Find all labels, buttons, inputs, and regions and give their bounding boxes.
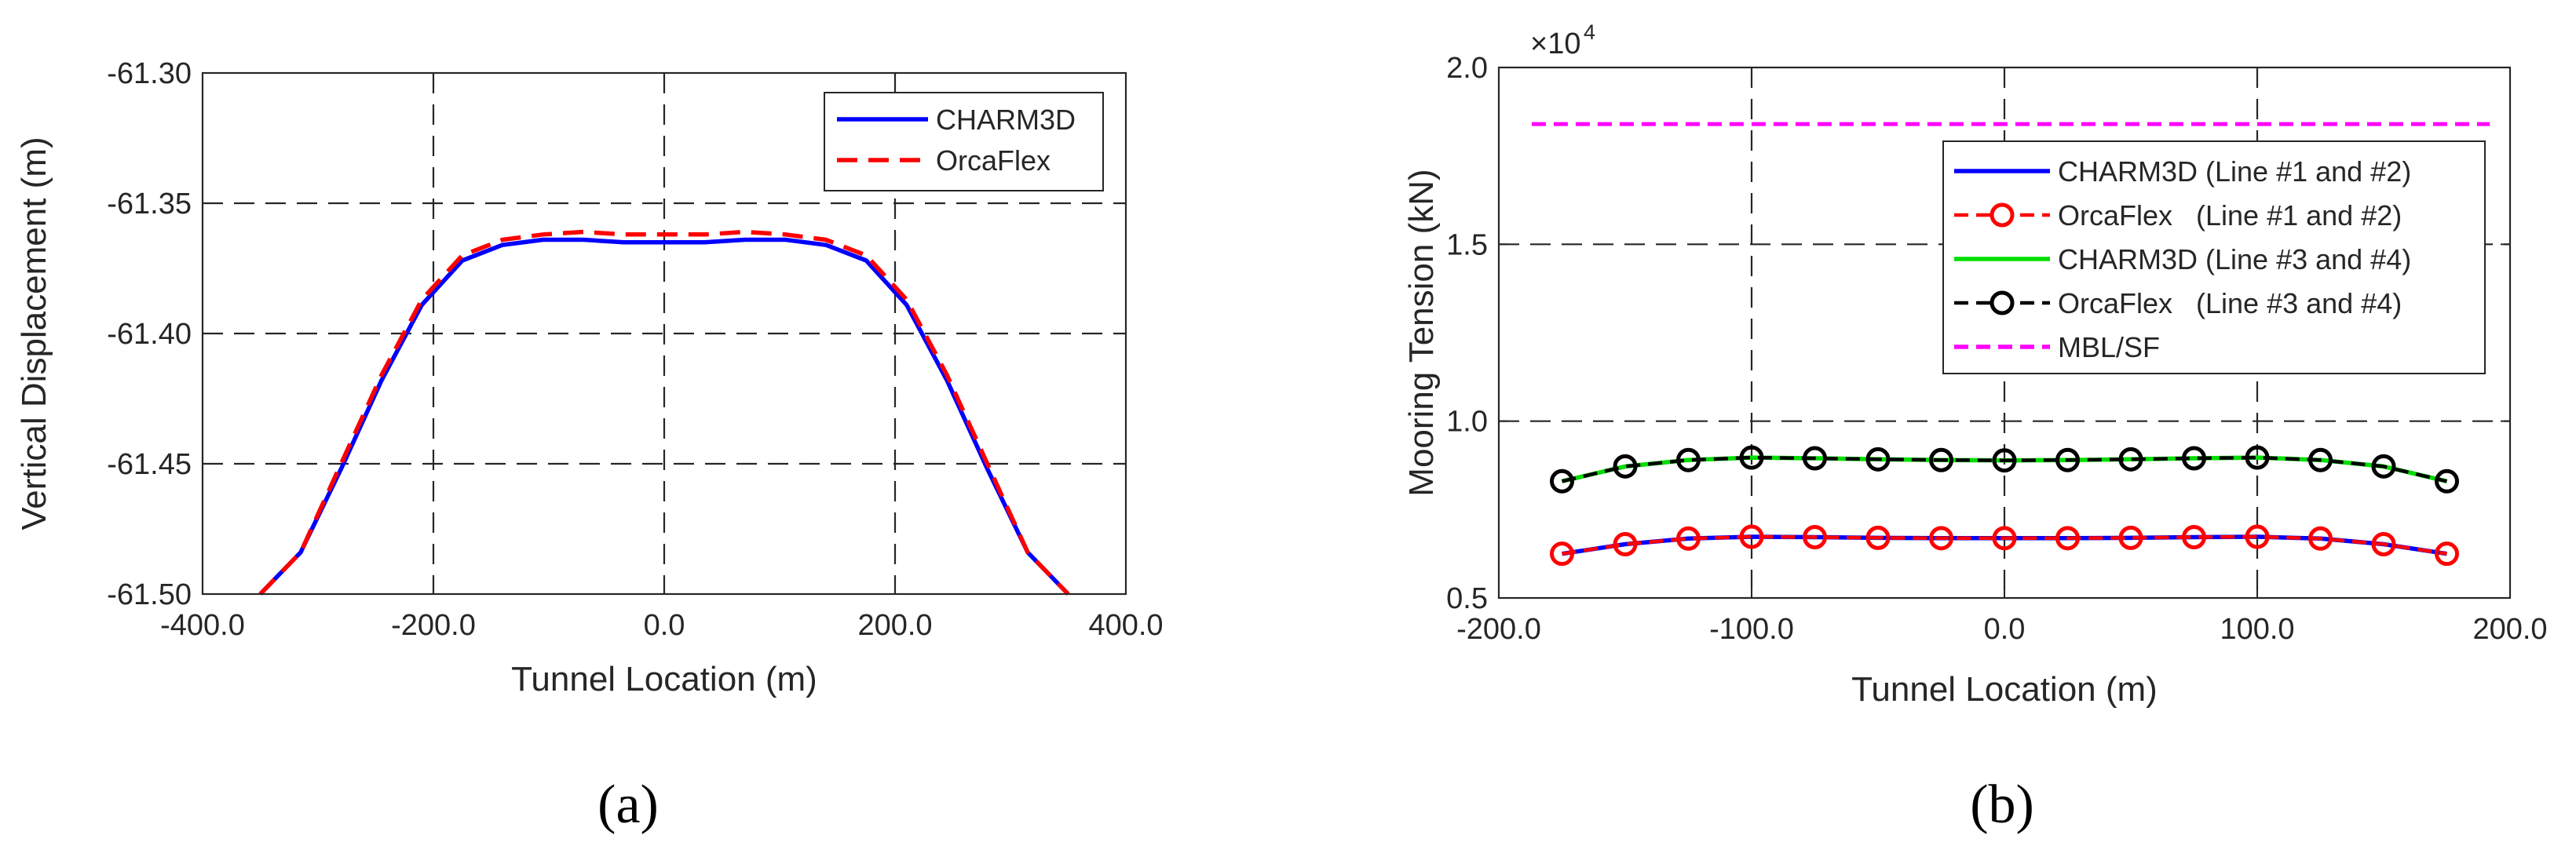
series-3-point: [1550, 468, 1574, 494]
series-1-point: [2182, 524, 2206, 549]
series-3-point: [2118, 447, 2143, 472]
legend-box: [824, 92, 1104, 191]
series-3-point: [2245, 445, 2270, 470]
series-3-point: [2371, 454, 2396, 479]
x-tick-label: -400.0: [160, 609, 245, 642]
legend-marker-1: [1990, 202, 2015, 228]
series-3-point: [1929, 447, 1953, 472]
series-1-point: [2371, 531, 2396, 556]
series-3-point: [2435, 468, 2459, 494]
x-tick-label: 100.0: [2220, 613, 2294, 646]
series-3-point: [1803, 446, 1827, 471]
series-3-point: [2182, 446, 2206, 471]
panel-b-caption: (b): [1970, 775, 2034, 835]
y-axis-exponent: 4: [1584, 20, 1595, 44]
y-axis-multiplier: ×10: [1530, 27, 1580, 60]
x-tick-label: 0.0: [1984, 613, 2026, 646]
legend-label-0: CHARM3D: [936, 104, 1076, 136]
x-axis-label: Tunnel Location (m): [511, 660, 817, 698]
series-1-point: [1739, 524, 1764, 549]
x-tick-label: -200.0: [1456, 613, 1541, 646]
y-tick-label: -61.30: [107, 57, 192, 90]
x-tick-label: 0.0: [644, 609, 685, 642]
y-tick-label: -61.45: [107, 448, 192, 481]
series-1-point: [1929, 526, 1953, 551]
series-1-point: [1992, 526, 2017, 551]
chart-panel-a: -400.0 -200.0 0.0 200.0 400.0 -61.50 -61.45 -61…: [15, 57, 1164, 698]
series-1-point: [2055, 526, 2080, 551]
series-3-point: [1676, 447, 1701, 472]
series-3-point: [2308, 447, 2333, 472]
legend-label-4: MBL/SF: [2058, 331, 2160, 363]
series-1-point: [2118, 525, 2143, 550]
panel-a-caption: (a): [597, 775, 659, 835]
legend: CHARM3D (Line #1 and #2) OrcaFlex (Line #…: [1942, 140, 2486, 374]
series-1-point: [1865, 525, 1891, 550]
x-tick-label: 400.0: [1088, 609, 1163, 642]
y-axis-label: Mooring Tension (kN): [1402, 169, 1441, 496]
y-tick-label: -61.40: [107, 318, 192, 351]
x-tick-label: -200.0: [391, 609, 476, 642]
series-line-3: [1561, 455, 2448, 483]
y-tick-label: -61.50: [107, 578, 192, 611]
series-3-point: [1992, 448, 2017, 473]
axes-frame: [1497, 66, 2512, 600]
axes-frame: [201, 71, 1127, 596]
series-line-1: [1562, 534, 2447, 556]
series-line-0: [258, 237, 1070, 596]
legend-label-0: CHARM3D (Line #1 and #2): [2058, 155, 2411, 188]
y-tick-label: 1.5: [1446, 228, 1488, 261]
series-3-point: [1613, 454, 1638, 479]
series-1-point: [1676, 526, 1701, 551]
legend-label-2: CHARM3D (Line #3 and #4): [2058, 243, 2411, 275]
legend-marker-3: [1990, 290, 2015, 315]
legend: CHARM3D OrcaFlex: [824, 92, 1104, 191]
series-3-point: [1865, 447, 1891, 472]
x-tick-label: 200.0: [857, 609, 932, 642]
y-tick-label: -61.35: [107, 188, 192, 221]
legend-label-3: OrcaFlex (Line #3 and #4): [2058, 287, 2402, 319]
x-tick-label: 200.0: [2472, 613, 2547, 646]
series-1-point: [1613, 531, 1638, 556]
y-tick-label: 1.0: [1446, 406, 1488, 439]
legend-label-1: OrcaFlex: [936, 144, 1050, 177]
series-3-point: [2055, 447, 2080, 472]
y-tick-label: 0.5: [1446, 582, 1488, 615]
x-tick-label: -100.0: [1709, 613, 1794, 646]
y-axis-label: Vertical Displacement (m): [15, 137, 53, 530]
x-axis-label: Tunnel Location (m): [1851, 670, 2158, 709]
series-1-point: [2245, 524, 2270, 549]
series-3-point: [1739, 445, 1764, 470]
series-1-point: [1803, 524, 1827, 549]
chart-panel-b: -200.0 -100.0 0.0 100.0 200.0 0.5 1.0 1.5 2.0 Tun…: [1402, 20, 2548, 709]
series-1-point: [1550, 541, 1574, 567]
series-1-point: [2435, 541, 2459, 567]
legend-label-1: OrcaFlex (Line #1 and #2): [2058, 199, 2402, 231]
y-tick-label: 2.0: [1446, 52, 1488, 85]
series-1-point: [2308, 526, 2333, 551]
series-line-1: [258, 229, 1070, 596]
